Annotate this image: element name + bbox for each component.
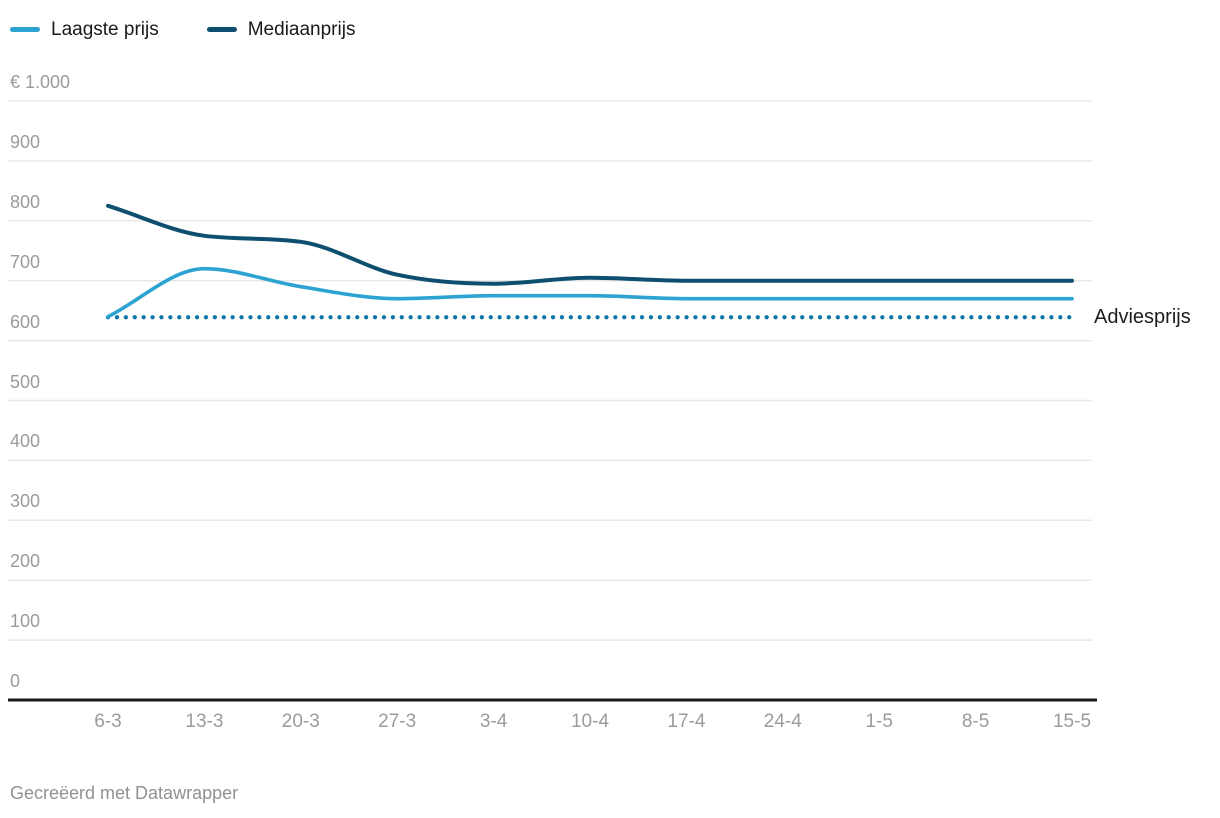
laagste-prijs-line (106, 266, 1074, 319)
y-axis-tick-label: 400 (10, 431, 41, 452)
x-axis-tick-label: 13-3 (185, 711, 224, 732)
legend: Laagste prijs Mediaanprijs (10, 19, 403, 39)
y-axis-tick-label: € 1.000 (10, 72, 71, 92)
mediaanprijs-line-swatch (206, 26, 237, 32)
footer-credit: Gecreëerd met Datawrapper (10, 783, 239, 803)
x-axis-tick-label: 17-4 (667, 711, 706, 732)
x-axis-tick-label: 1-5 (865, 711, 893, 732)
y-axis-tick-label: 300 (10, 491, 41, 512)
adviesprijs-annotation-label: Adviesprijs (1094, 306, 1191, 328)
x-axis-tick-label: 20-3 (281, 711, 320, 732)
x-axis-tick-label: 10-4 (570, 711, 610, 732)
y-axis-tick-label: 700 (10, 251, 41, 272)
x-axis-tick-label: 3-4 (479, 711, 508, 732)
legend-label-laagste-prijs: Laagste prijs (51, 19, 159, 40)
x-axis-tick-label: 24-4 (763, 711, 802, 732)
x-axis-tick-label: 6-3 (94, 711, 122, 732)
y-axis-tick-label: 500 (10, 371, 41, 392)
legend-item-laagste-prijs: Laagste prijs (10, 19, 159, 39)
y-axis-tick-label: 100 (10, 611, 41, 632)
legend-item-mediaanprijs: Mediaanprijs (206, 19, 356, 40)
x-axis-tick-label: 8-5 (961, 711, 990, 732)
laagste-prijs-line-swatch (10, 26, 40, 32)
x-axis-tick-label: 27-3 (378, 711, 417, 732)
y-axis-tick-label: 0 (10, 671, 21, 691)
y-axis-tick-label: 800 (10, 191, 41, 212)
x-axis-tick-label: 15-5 (1052, 711, 1092, 732)
legend-label-mediaanprijs: Mediaanprijs (247, 19, 356, 40)
y-axis-tick-label: 900 (10, 131, 41, 152)
mediaanprijs-line (106, 203, 1074, 286)
y-axis-tick-label: 200 (10, 551, 41, 572)
y-axis-tick-label: 600 (10, 311, 41, 332)
